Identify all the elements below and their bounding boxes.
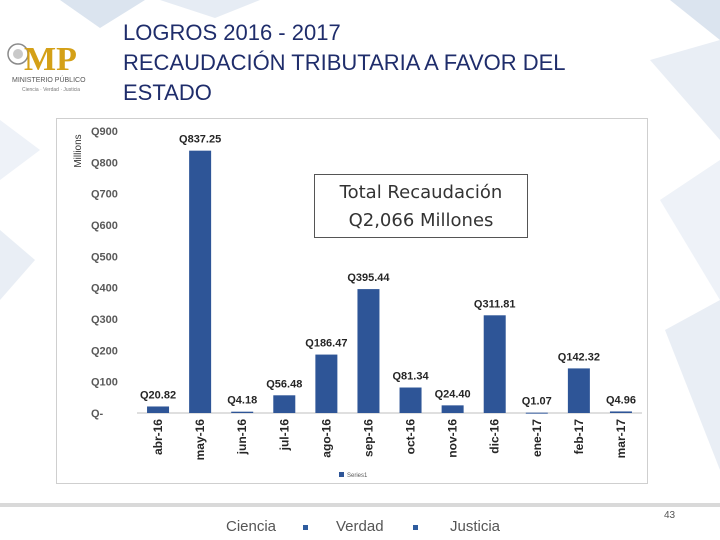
footer: Ciencia Verdad Justicia [0,512,720,540]
data-label: Q20.82 [140,389,176,401]
bar [567,368,590,413]
ministerio-publico-logo: MP MINISTERIO PÚBLICO Ciencia · Verdad ·… [4,36,112,96]
data-label: Q311.81 [474,298,516,310]
title-line-1: LOGROS 2016 - 2017 [123,20,341,45]
logo-name: MINISTERIO PÚBLICO [12,75,86,84]
deco-triangle-top-2 [160,0,260,18]
deco-triangle-right [670,0,720,40]
footer-bullet-1 [303,525,308,530]
deco-triangle-top [60,0,145,28]
footer-divider [0,503,720,507]
deco-triangle-right-3 [660,160,720,300]
data-label: Q4.96 [606,394,636,406]
deco-triangle-left [0,120,40,180]
x-tick-label: dic-16 [488,419,502,454]
data-label: Q186.47 [305,338,347,350]
legend-swatch [339,472,344,477]
y-axis-label: Millions [73,134,84,167]
data-label: Q395.44 [347,272,390,284]
data-label: Q1.07 [522,396,552,408]
footer-word-justicia: Justicia [450,518,501,535]
y-tick-label: Q- [91,408,104,420]
y-tick-label: Q900 [91,126,118,138]
deco-triangle-right-2 [650,40,720,140]
x-tick-label: sep-16 [361,419,375,457]
shield-icon [7,43,29,65]
data-label: Q81.34 [392,371,429,383]
deco-triangle-right-4 [665,300,720,470]
deco-triangle-left-2 [0,230,35,300]
data-label: Q4.18 [227,395,257,407]
bar [189,150,212,413]
x-tick-label: jun-16 [235,419,249,456]
legend-label: Series1 [347,473,368,479]
x-tick-label: feb-17 [572,419,586,455]
bar [231,411,254,413]
x-tick-label: may-16 [193,419,207,461]
logo-emblem: MP MINISTERIO PÚBLICO Ciencia · Verdad ·… [7,41,86,93]
bar [273,395,296,413]
total-callout-label: Total Recaudación [339,182,503,203]
bar [525,412,548,414]
page-title: LOGROS 2016 - 2017 RECAUDACIÓN TRIBUTARI… [123,18,643,108]
y-tick-label: Q500 [91,251,118,263]
page-number: 43 [664,510,676,521]
bar [609,411,632,413]
y-tick-label: Q800 [91,157,118,169]
logo-motto: Ciencia · Verdad · Justicia [22,87,80,93]
x-tick-label: ago-16 [319,419,333,458]
footer-bullet-2 [413,525,418,530]
title-line-3: ESTADO [123,80,212,105]
x-tick-label: mar-17 [614,419,628,459]
total-callout: Total Recaudación Q2,066 Millones [314,174,528,238]
bar [399,387,422,413]
data-label: Q837.25 [179,134,221,146]
chart-frame: Millions Q- Q100 Q200 Q300 Q400 Q500 Q600 Q700 Q8… [56,118,648,484]
title-line-2: RECAUDACIÓN TRIBUTARIA A FAVOR DEL [123,50,566,75]
x-tick-label: oct-16 [404,419,418,455]
x-tick-label: jul-16 [277,419,291,452]
y-tick-label: Q200 [91,345,118,357]
bar [441,405,464,413]
data-label: Q142.32 [558,351,600,363]
total-callout-value: Q2,066 Millones [348,210,494,231]
bar [357,289,380,413]
data-label: Q24.40 [435,388,471,400]
y-tick-label: Q700 [91,189,118,201]
y-tick-label: Q600 [91,220,118,232]
bar [483,315,506,413]
bar [147,406,170,413]
x-tick-label: abr-16 [151,419,165,455]
x-tick-label: nov-16 [446,419,460,458]
y-tick-label: Q400 [91,283,118,295]
y-tick-label: Q100 [91,377,118,389]
data-label: Q56.48 [266,378,302,390]
logo-letters: MP [24,41,77,78]
bar-chart: Millions Q- Q100 Q200 Q300 Q400 Q500 Q600 Q700 Q8… [73,126,642,479]
y-tick-label: Q300 [91,314,118,326]
footer-word-verdad: Verdad [336,518,384,535]
bar [315,354,338,413]
x-tick-label: ene-17 [530,419,544,457]
footer-word-ciencia: Ciencia [226,518,277,535]
